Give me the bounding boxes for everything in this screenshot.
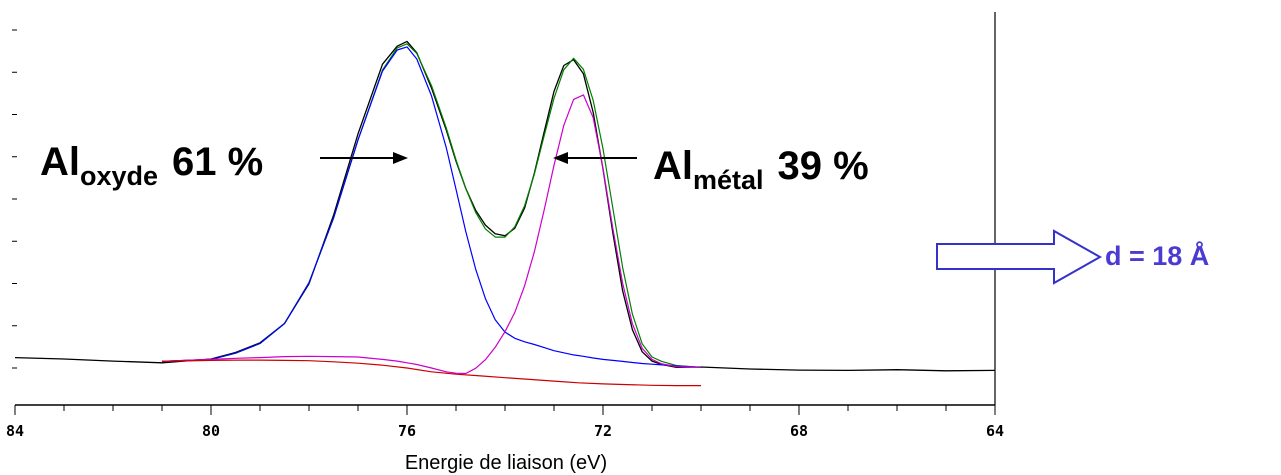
oxide-arrow — [320, 152, 408, 164]
background-line — [161, 359, 701, 387]
metal-peak-label: Almétal 39 % — [653, 144, 869, 195]
oxide-peak-label: Aloxyde 61 % — [40, 140, 263, 191]
oxide-label-subscript: oxyde — [80, 161, 158, 191]
x-axis: 84 80 76 72 68 64 — [6, 404, 1004, 440]
y-axis — [12, 12, 996, 405]
x-tick-label: 72 — [594, 422, 612, 440]
x-tick-label: 68 — [790, 422, 808, 440]
fit-envelope-line — [161, 43, 702, 368]
raw-spectrum-line — [14, 40, 996, 372]
result-arrow — [936, 229, 1103, 285]
metal-label-main: Al — [653, 144, 693, 188]
oxide-label-main: Al — [40, 140, 80, 184]
spectrum-curves — [14, 40, 996, 387]
oxide-percentage: 61 % — [172, 140, 263, 184]
metal-arrow — [553, 152, 637, 164]
x-tick-label: 64 — [986, 422, 1004, 440]
metal-component-line — [161, 94, 702, 375]
x-tick-label: 84 — [6, 422, 24, 440]
oxide-component-line — [161, 46, 702, 368]
metal-label-subscript: métal — [693, 165, 764, 195]
x-tick-label: 80 — [202, 422, 220, 440]
x-axis-title: Energie de liaison (eV) — [405, 452, 607, 474]
x-tick-label: 76 — [398, 422, 416, 440]
thickness-result: d = 18 Å — [1105, 240, 1209, 271]
metal-percentage: 39 % — [778, 144, 869, 188]
